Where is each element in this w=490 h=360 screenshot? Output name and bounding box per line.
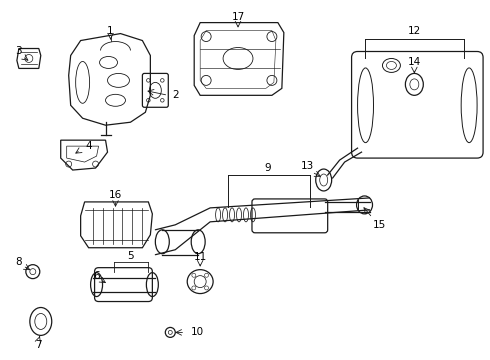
Text: 13: 13 — [301, 161, 315, 171]
Text: 15: 15 — [373, 220, 386, 230]
Text: 3: 3 — [16, 45, 22, 55]
Text: 8: 8 — [16, 257, 22, 267]
Text: 16: 16 — [109, 190, 122, 200]
Text: 11: 11 — [194, 252, 207, 262]
Text: 4: 4 — [85, 141, 92, 151]
Text: 9: 9 — [265, 163, 271, 173]
Text: 17: 17 — [231, 12, 245, 22]
Text: 5: 5 — [127, 251, 134, 261]
Text: 1: 1 — [107, 26, 114, 36]
Text: 6: 6 — [93, 271, 100, 281]
Text: 2: 2 — [172, 90, 178, 100]
Text: 14: 14 — [408, 58, 421, 67]
Text: 10: 10 — [191, 327, 204, 337]
Text: 7: 7 — [35, 340, 42, 350]
Text: 12: 12 — [408, 26, 421, 36]
